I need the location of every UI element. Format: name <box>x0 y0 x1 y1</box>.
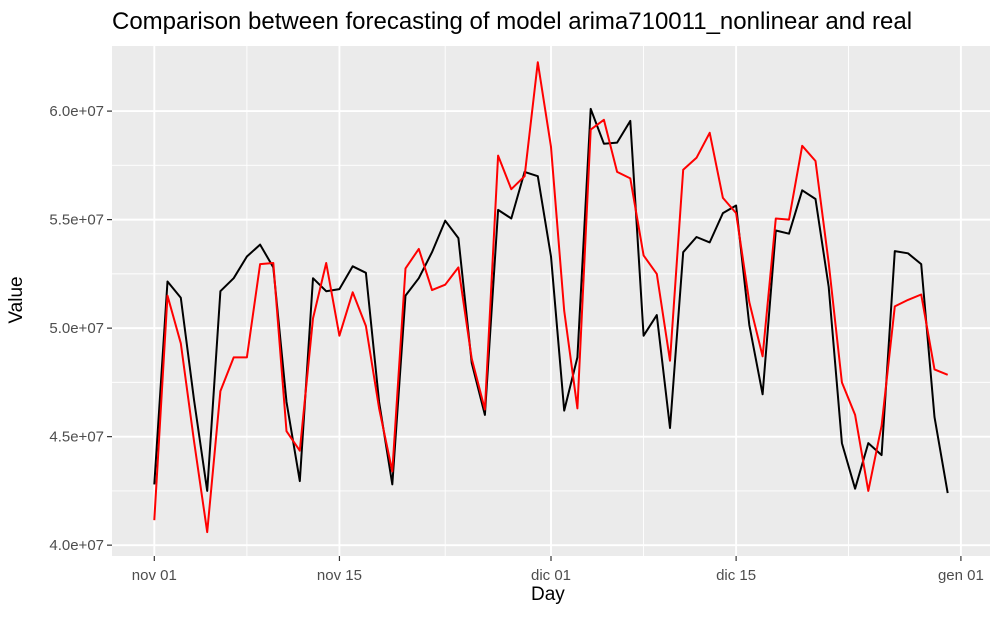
series-layer <box>153 61 949 534</box>
x-tick-label: dic 15 <box>716 567 756 584</box>
x-axis-label: Day <box>531 584 565 605</box>
y-tick-label: 4.5e+07 <box>49 429 104 446</box>
series-line-1 <box>153 107 949 494</box>
series-line-2 <box>153 61 949 534</box>
x-tick-label: gen 01 <box>938 567 984 584</box>
x-tick-label: nov 15 <box>317 567 362 584</box>
x-tick-label: dic 01 <box>531 567 571 584</box>
y-tick-label: 6.0e+07 <box>49 103 104 120</box>
y-tick-label: 5.0e+07 <box>49 320 104 337</box>
x-tick-label: nov 01 <box>132 567 177 584</box>
chart-title: Comparison between forecasting of model … <box>112 8 913 35</box>
axis-ticks <box>107 110 962 561</box>
tick-labels: 4.0e+07 4.5e+07 5.0e+07 5.5e+07 6.0e+07 nov 0… <box>49 103 983 584</box>
y-tick-label: 5.5e+07 <box>49 212 104 229</box>
y-tick-label: 4.0e+07 <box>49 537 104 554</box>
